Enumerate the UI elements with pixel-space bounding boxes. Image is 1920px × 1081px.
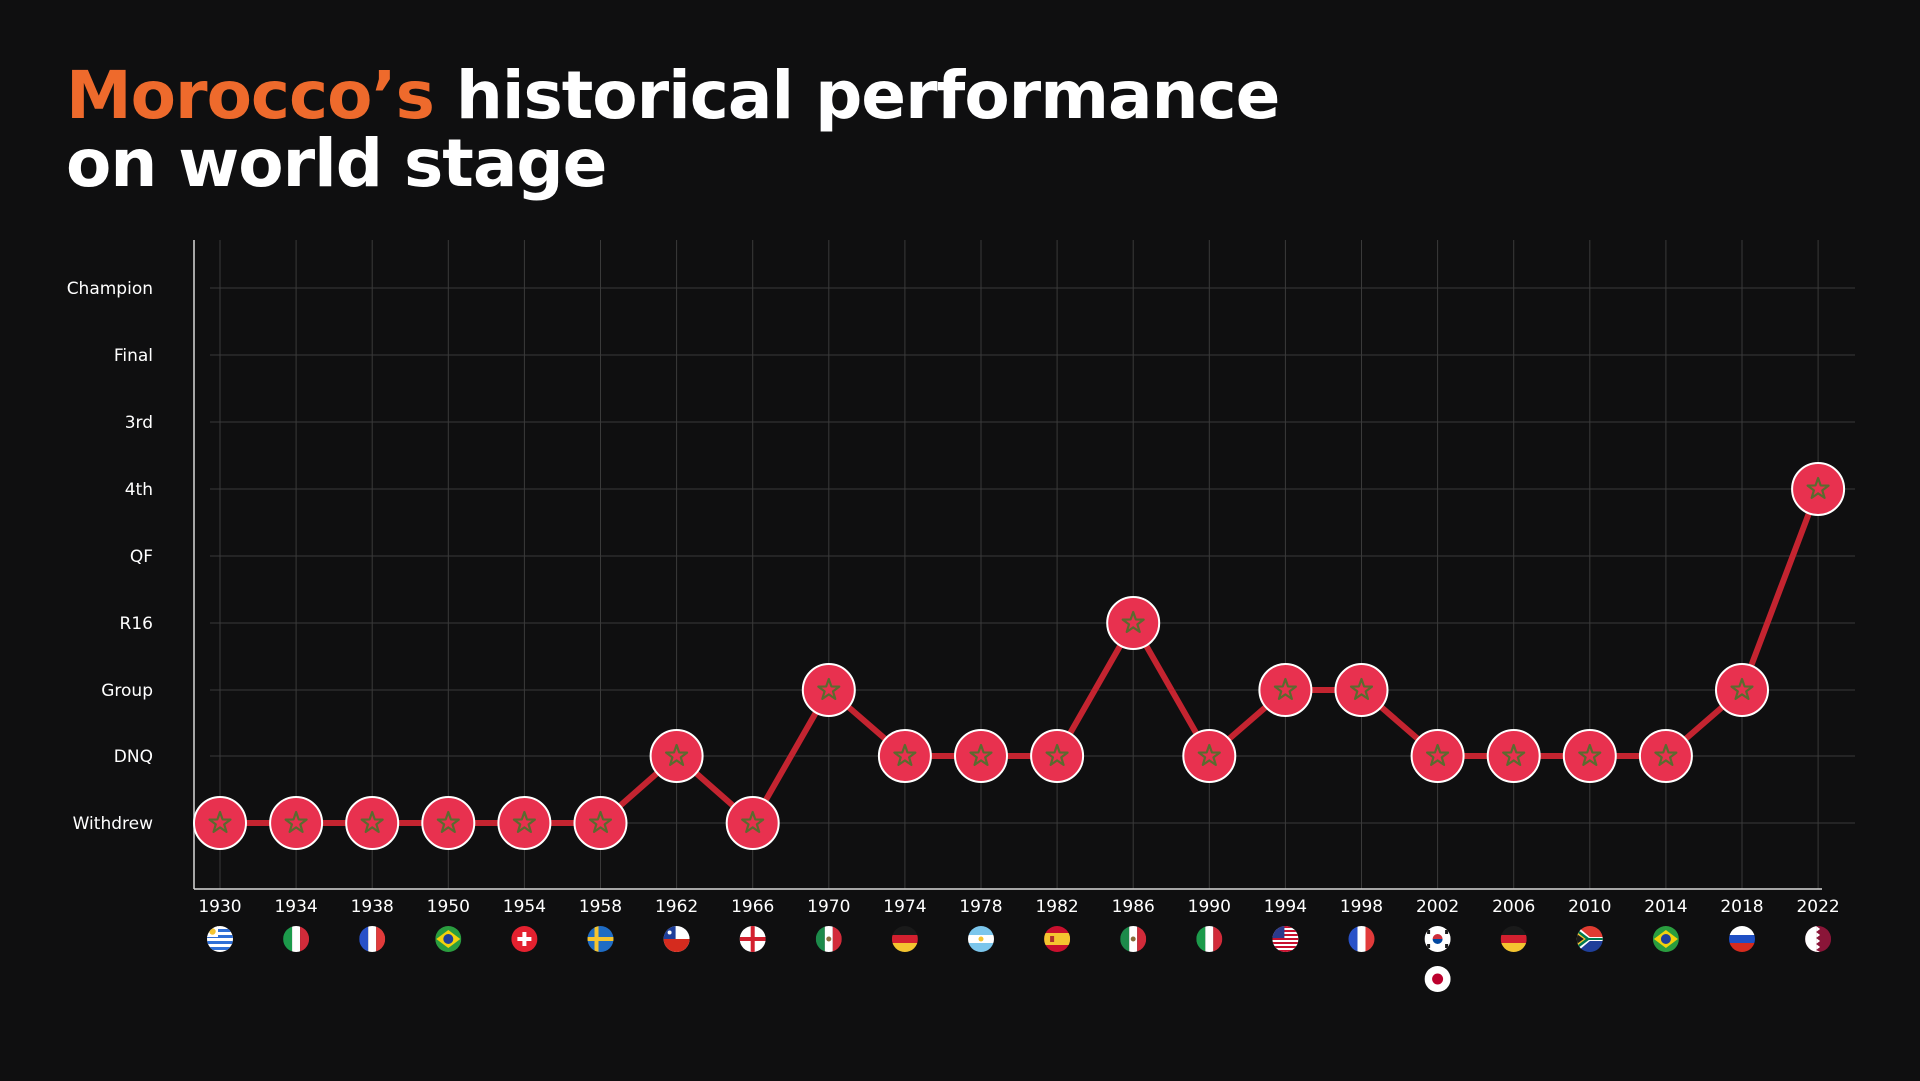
x-tick-label: 1986 — [1112, 897, 1155, 917]
y-axis-labels: Withdrew DNQ Group R16 QF 4th 3rd Final Champion — [67, 279, 153, 834]
y-tick-label: QF — [130, 547, 153, 567]
grid — [210, 240, 1855, 889]
title-line2: on world stage — [66, 125, 607, 202]
title-line1-rest: historical performance — [455, 57, 1281, 134]
france-flag-icon — [1348, 926, 1375, 952]
x-tick-label: 1958 — [579, 897, 622, 917]
data-point-marker — [193, 796, 247, 850]
title-accent: Morocco’s — [66, 57, 435, 134]
x-tick-label: 2022 — [1796, 897, 1839, 917]
y-tick-label: Group — [101, 681, 153, 701]
data-point-marker — [1334, 663, 1389, 717]
data-point-marker — [801, 663, 856, 717]
y-tick-label: DNQ — [114, 747, 153, 767]
x-tick-label: 2010 — [1568, 897, 1611, 917]
switzerland-flag-icon — [511, 926, 538, 952]
uruguay-flag-icon — [207, 926, 233, 952]
x-tick-label: 1930 — [198, 897, 241, 917]
x-tick-label: 1950 — [427, 897, 470, 917]
x-tick-label: 2006 — [1492, 897, 1535, 917]
x-tick-label: 1938 — [351, 897, 394, 917]
x-tick-label: 1974 — [883, 897, 926, 917]
y-tick-label: 3rd — [125, 413, 153, 433]
russia-flag-icon — [1729, 926, 1755, 952]
data-point-marker — [497, 796, 552, 850]
data-point-marker — [345, 796, 400, 850]
x-tick-label: 1998 — [1340, 897, 1383, 917]
y-tick-label: R16 — [120, 614, 153, 634]
x-tick-label: 1994 — [1264, 897, 1307, 917]
x-tick-label: 1962 — [655, 897, 698, 917]
x-tick-label: 1954 — [503, 897, 546, 917]
x-tick-label: 2014 — [1644, 897, 1687, 917]
data-point-marker — [269, 796, 324, 850]
data-point-marker — [1638, 729, 1693, 783]
x-tick-label: 1978 — [959, 897, 1002, 917]
italy-flag-icon — [283, 926, 310, 952]
south-korea-flag-icon — [1424, 926, 1451, 952]
mexico-flag-icon — [1120, 926, 1147, 952]
data-point-marker — [649, 729, 704, 783]
data-point-marker — [1106, 596, 1161, 650]
data-point-marker — [1486, 729, 1541, 783]
spain-flag-icon — [1044, 926, 1071, 952]
x-axis-labels: 1930 1934 1938 1950 1954 1958 1962 1966 1970 1974… — [198, 897, 1839, 917]
data-point-marker — [1715, 663, 1769, 717]
chart-title: Morocco’s historical performance on worl… — [66, 62, 1280, 198]
qatar-flag-icon — [1805, 926, 1832, 952]
host-flags — [207, 926, 1832, 992]
germany-flag-icon — [1500, 926, 1527, 952]
south-africa-flag-icon — [1576, 926, 1603, 952]
y-tick-label: Champion — [67, 279, 153, 299]
x-tick-label: 2018 — [1720, 897, 1763, 917]
chile-flag-icon — [663, 926, 690, 952]
x-tick-label: 2002 — [1416, 897, 1459, 917]
series-line — [220, 487, 1821, 826]
x-tick-label: 1970 — [807, 897, 850, 917]
data-point-marker — [725, 796, 780, 850]
x-tick-label: 1966 — [731, 897, 774, 917]
data-point-marker — [1030, 729, 1085, 783]
y-tick-label: Final — [114, 346, 153, 366]
mexico-flag-icon — [815, 926, 842, 952]
japan-flag-icon — [1424, 966, 1451, 992]
markers — [193, 462, 1846, 850]
y-tick-label: Withdrew — [73, 814, 153, 834]
data-point-marker — [1791, 462, 1846, 516]
y-tick-label: 4th — [125, 480, 153, 500]
argentina-flag-icon — [968, 926, 994, 952]
x-tick-label: 1982 — [1035, 897, 1078, 917]
performance-line — [220, 487, 1821, 826]
data-point-marker — [877, 729, 932, 783]
data-point-marker — [1410, 729, 1465, 783]
axes — [193, 240, 1822, 890]
brazil-flag-icon — [435, 926, 462, 952]
germany-flag-icon — [891, 926, 918, 952]
italy-flag-icon — [1196, 926, 1223, 952]
data-point-marker — [1258, 663, 1313, 717]
england-flag-icon — [739, 926, 766, 952]
data-point-marker — [573, 796, 628, 850]
data-point-marker — [421, 796, 476, 850]
x-tick-label: 1934 — [274, 897, 317, 917]
data-point-marker — [1562, 729, 1617, 783]
france-flag-icon — [359, 926, 386, 952]
sweden-flag-icon — [587, 926, 614, 952]
data-point-marker — [954, 729, 1008, 783]
data-point-marker — [1182, 729, 1237, 783]
x-tick-label: 1990 — [1188, 897, 1231, 917]
brazil-flag-icon — [1652, 926, 1679, 952]
usa-flag-icon — [1272, 926, 1299, 952]
